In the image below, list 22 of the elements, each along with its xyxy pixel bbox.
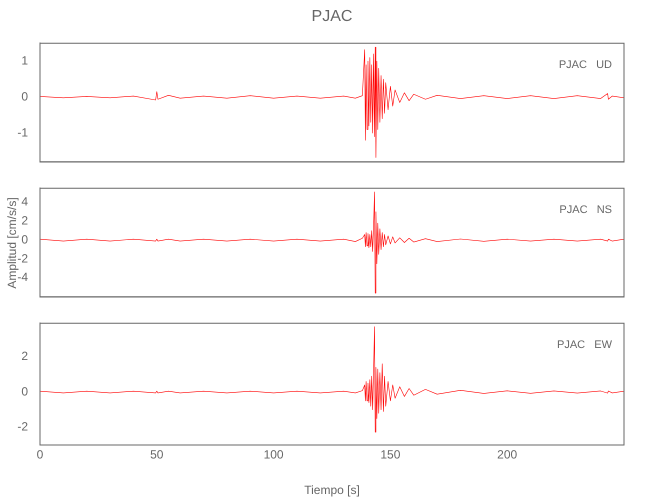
y-tick-label: 2 bbox=[21, 214, 28, 228]
y-tick-label: 4 bbox=[21, 194, 28, 209]
y-tick-label: -4 bbox=[17, 270, 28, 284]
y-axis-title: Amplitud [cm/s/s] bbox=[5, 196, 19, 288]
x-tick-label: 150 bbox=[380, 448, 401, 462]
y-tick-label: 2 bbox=[21, 349, 28, 364]
x-tick-label: 0 bbox=[36, 448, 44, 462]
y-tick-label: -1 bbox=[17, 125, 28, 140]
x-tick-label: 200 bbox=[497, 448, 518, 462]
x-axis-title: Tiempo [s] bbox=[304, 483, 360, 498]
chart-title: PJAC bbox=[310, 8, 354, 26]
y-tick-label: 0 bbox=[21, 89, 28, 104]
annotation: PJAC EW bbox=[556, 339, 613, 352]
y-tick-label: 1 bbox=[21, 53, 28, 68]
y-tick-label: 0 bbox=[21, 232, 28, 246]
annotation: PJAC NS bbox=[559, 204, 612, 216]
y-tick-label: -2 bbox=[17, 251, 28, 266]
x-tick-label: 100 bbox=[264, 448, 284, 462]
x-tick-label: 50 bbox=[150, 448, 164, 462]
y-tick-label: -2 bbox=[17, 420, 28, 434]
annotation: PJAC UD bbox=[558, 59, 612, 72]
y-tick-label: 0 bbox=[21, 384, 28, 398]
